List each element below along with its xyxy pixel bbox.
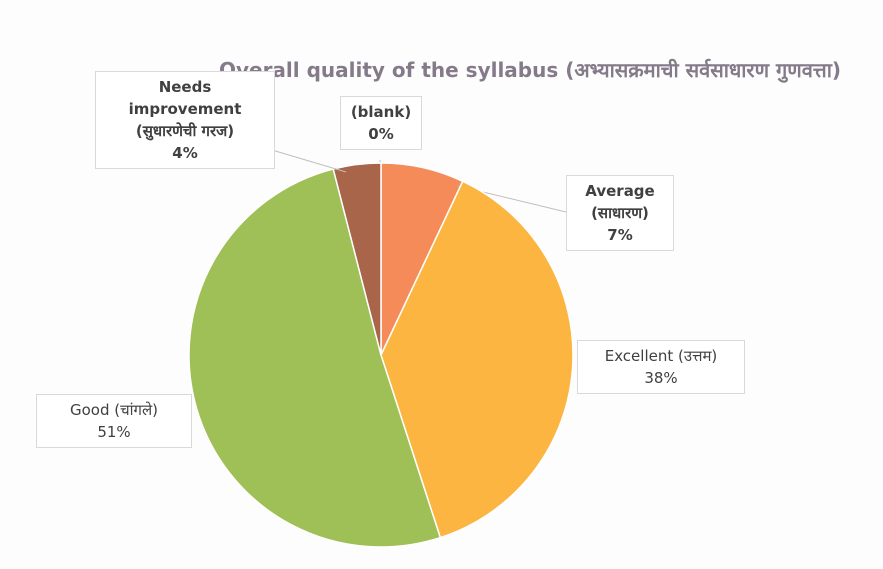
category-label: Excellent (उत्तम) xyxy=(604,347,718,365)
leader-line xyxy=(271,149,347,173)
pie-slice xyxy=(380,180,574,539)
category-label: Needs improvement (सुधारणेची गरज) xyxy=(128,78,242,140)
data-label: Good (चांगले) 51% xyxy=(36,394,192,448)
category-label: Average (साधारण) xyxy=(585,182,655,222)
data-label: Average (साधारण) 7% xyxy=(566,175,674,251)
category-label: (blank) xyxy=(350,103,412,121)
data-label: Excellent (उत्तम) 38% xyxy=(577,340,745,394)
value-label: 38% xyxy=(644,369,678,387)
data-label: (blank) 0% xyxy=(340,96,422,150)
pie-slice xyxy=(332,162,382,356)
value-label: 7% xyxy=(607,226,633,244)
category-label: Good (चांगले) xyxy=(70,401,158,419)
data-label: Needs improvement (सुधारणेची गरज) 4% xyxy=(95,71,275,169)
pie-slice xyxy=(188,168,442,548)
chart-title: Overall quality of the syllabus (अभ्यासक… xyxy=(218,58,842,82)
value-label: 4% xyxy=(172,144,198,162)
value-label: 0% xyxy=(368,125,394,143)
value-label: 51% xyxy=(97,423,131,441)
